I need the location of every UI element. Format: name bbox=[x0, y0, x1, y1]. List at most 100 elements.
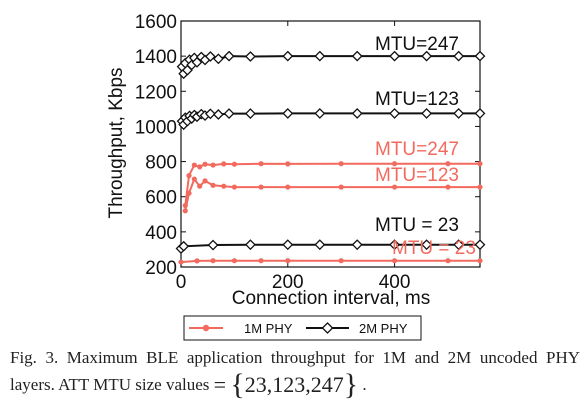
data-point bbox=[445, 184, 451, 190]
data-point bbox=[474, 108, 486, 119]
data-point bbox=[197, 164, 203, 170]
data-point bbox=[391, 258, 398, 264]
data-point bbox=[453, 108, 465, 119]
y-tick-label: 1000 bbox=[135, 117, 177, 138]
data-point bbox=[477, 184, 483, 190]
data-point bbox=[282, 50, 294, 62]
data-point bbox=[210, 162, 216, 168]
mtu-labels: MTU=247 MTU=123 MTU = 23 MTU=247 MTU=123 MTU … bbox=[375, 34, 476, 259]
legend: 1M PHY 2M PHY bbox=[183, 315, 422, 341]
y-tick-label: 1200 bbox=[135, 82, 177, 103]
data-point bbox=[391, 184, 398, 190]
y-tick-label: 600 bbox=[145, 188, 177, 209]
y-tick-label: 400 bbox=[145, 223, 177, 244]
data-point bbox=[244, 108, 256, 120]
data-point bbox=[221, 183, 227, 189]
series-label: MTU=123 bbox=[375, 165, 459, 186]
data-point bbox=[258, 184, 264, 190]
data-point bbox=[285, 161, 291, 167]
y-tick-label: 1400 bbox=[135, 47, 177, 68]
data-point bbox=[186, 190, 192, 196]
plot-frame bbox=[180, 20, 481, 268]
data-point bbox=[453, 239, 465, 251]
data-point bbox=[212, 53, 224, 65]
data-point bbox=[477, 161, 483, 167]
data-point bbox=[421, 50, 433, 62]
series-line bbox=[180, 259, 480, 264]
series-label: MTU=123 bbox=[375, 89, 459, 110]
data-point bbox=[186, 173, 192, 179]
legend-marker-2m bbox=[321, 322, 334, 334]
chart-marks bbox=[175, 50, 486, 265]
caption-brace-open: { bbox=[230, 368, 245, 401]
data-point bbox=[314, 239, 326, 251]
caption-set-values: 23,123,247 bbox=[244, 372, 344, 397]
caption-brace-close: } bbox=[343, 368, 359, 401]
y-tick-label: 800 bbox=[145, 153, 177, 174]
figure-caption: Fig. 3. Maximum BLE application throughp… bbox=[10, 344, 580, 400]
legend-box bbox=[183, 315, 422, 341]
data-point bbox=[445, 258, 451, 264]
data-point bbox=[351, 108, 363, 119]
legend-label-1m: 1M PHY bbox=[244, 321, 293, 336]
data-point bbox=[178, 240, 190, 252]
data-point bbox=[210, 182, 216, 188]
data-point bbox=[202, 161, 208, 167]
data-point bbox=[474, 239, 486, 251]
data-point bbox=[282, 108, 294, 119]
data-point bbox=[285, 184, 291, 190]
series-label: MTU = 23 bbox=[375, 215, 459, 236]
data-point bbox=[191, 162, 197, 168]
data-point bbox=[231, 184, 237, 190]
data-point bbox=[314, 50, 326, 62]
axes-text: Connection interval, ms Throughput, Kbps bbox=[106, 67, 430, 309]
data-point bbox=[244, 239, 256, 251]
x-tick-label: 200 bbox=[272, 272, 304, 293]
data-point bbox=[212, 109, 224, 120]
data-point bbox=[389, 50, 400, 62]
caption-text: Fig. 3. Maximum BLE application throughp… bbox=[10, 348, 580, 394]
data-point bbox=[258, 161, 264, 167]
data-point bbox=[204, 108, 216, 120]
data-point bbox=[285, 258, 291, 264]
data-point bbox=[474, 50, 486, 62]
data-point bbox=[178, 259, 184, 265]
data-point bbox=[191, 176, 197, 182]
data-point bbox=[202, 178, 208, 184]
data-point bbox=[182, 208, 188, 214]
data-point bbox=[194, 258, 200, 264]
data-point bbox=[223, 50, 235, 62]
data-point bbox=[421, 239, 433, 251]
data-point bbox=[204, 51, 216, 62]
data-point bbox=[445, 161, 451, 167]
data-point bbox=[421, 108, 433, 119]
data-point bbox=[351, 239, 363, 251]
caption-trailing: . bbox=[362, 375, 367, 394]
data-point bbox=[221, 161, 227, 167]
x-tick-label: 400 bbox=[379, 272, 411, 293]
data-point bbox=[389, 239, 400, 251]
data-point bbox=[477, 258, 483, 264]
data-point bbox=[258, 258, 264, 264]
data-point bbox=[210, 258, 216, 264]
y-tick-label: 200 bbox=[145, 258, 177, 279]
data-point bbox=[207, 239, 219, 251]
data-point bbox=[389, 108, 400, 119]
caption-equals: = bbox=[213, 372, 227, 397]
data-point bbox=[197, 183, 203, 189]
data-point bbox=[282, 239, 294, 251]
data-point bbox=[231, 161, 237, 167]
caption-math: = {23,123,247} bbox=[213, 370, 363, 400]
data-point bbox=[453, 50, 465, 62]
data-point bbox=[223, 108, 235, 120]
data-point bbox=[244, 51, 256, 62]
x-axis-title: Connection interval, ms bbox=[232, 288, 431, 309]
series-label: MTU = 23 bbox=[392, 238, 476, 259]
legend-label-2m: 2M PHY bbox=[359, 321, 408, 336]
data-point bbox=[314, 108, 326, 119]
data-point bbox=[338, 258, 344, 264]
y-axis-title: Throughput, Kbps bbox=[106, 67, 127, 218]
data-point bbox=[231, 258, 237, 264]
